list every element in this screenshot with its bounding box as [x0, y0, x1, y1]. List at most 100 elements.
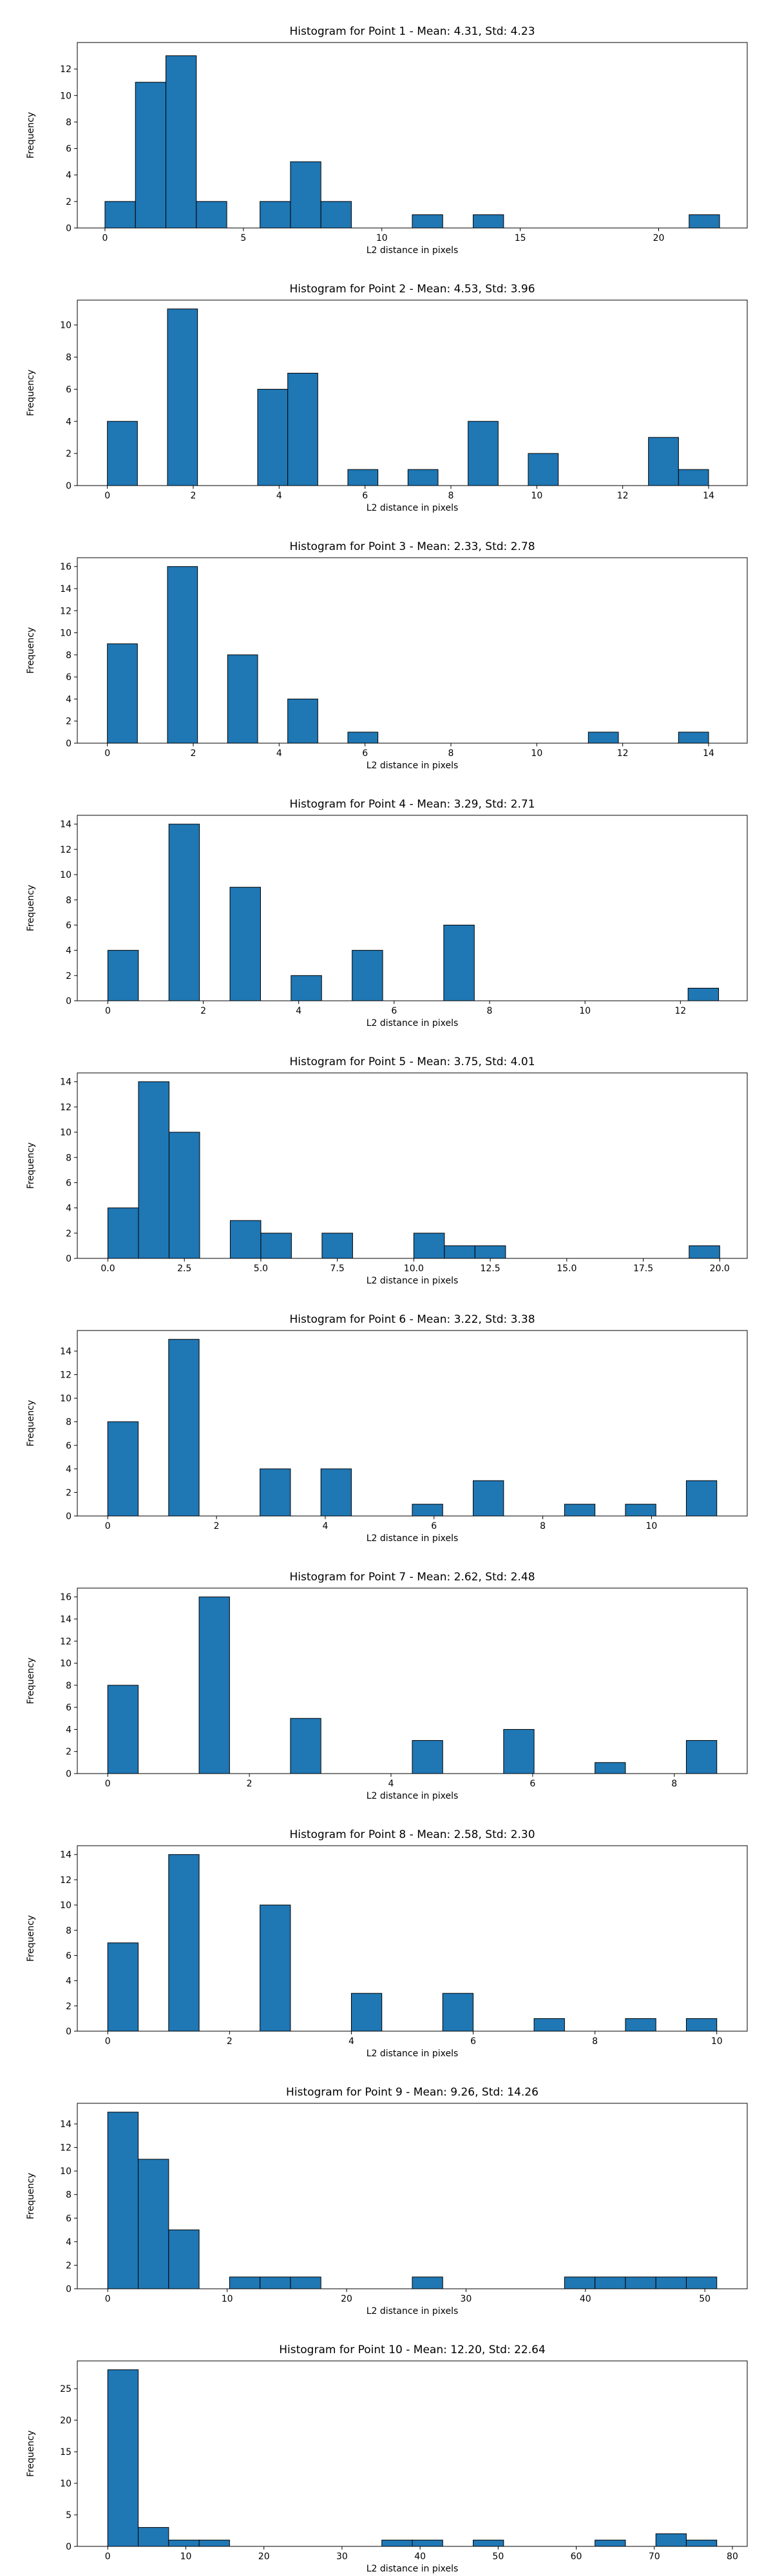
- y-tick-label: 6: [66, 672, 72, 683]
- y-tick-label: 4: [66, 417, 72, 427]
- histogram-bar: [168, 2539, 200, 2547]
- x-axis-label: L2 distance in pixels: [367, 761, 459, 771]
- histogram-bar: [168, 2230, 200, 2289]
- histogram-bar: [168, 1132, 200, 1259]
- histogram-panel-6: Histogram for Point 6 - Mean: 3.22, Std:…: [0, 1288, 773, 1546]
- plot-frame: [77, 1330, 748, 1517]
- histogram-bar: [167, 566, 198, 744]
- x-tick-label: 0.0: [100, 1264, 115, 1274]
- histogram-bar: [412, 214, 443, 229]
- chart-title: Histogram for Point 5 - Mean: 3.75, Std:…: [289, 1056, 535, 1068]
- x-tick-label: 10: [711, 2036, 723, 2047]
- histogram-panel-3: Histogram for Point 3 - Mean: 2.33, Std:…: [0, 515, 773, 773]
- x-tick-label: 0: [105, 2036, 111, 2047]
- x-tick-label: 8: [671, 1779, 677, 1789]
- histogram-bar: [503, 1728, 535, 1774]
- histogram-bar: [107, 643, 138, 744]
- histogram-bar: [655, 2533, 687, 2547]
- x-tick-label: 40: [580, 2294, 591, 2304]
- histogram-bar: [138, 2159, 169, 2289]
- histogram-bar: [290, 2277, 321, 2289]
- histogram-bar: [107, 1421, 139, 1517]
- histogram-bar: [407, 469, 439, 486]
- y-tick-label: 8: [66, 117, 72, 128]
- y-tick-label: 12: [60, 606, 72, 616]
- histogram-bar: [473, 1480, 504, 1517]
- histogram-bar: [260, 2277, 291, 2289]
- histogram-bar: [685, 1480, 718, 1517]
- histogram-bar: [413, 1233, 445, 1259]
- histogram-svg-8: Histogram for Point 8 - Mean: 2.58, Std:…: [26, 1828, 748, 2059]
- y-tick-label: 6: [66, 920, 72, 931]
- histogram-svg-1: Histogram for Point 1 - Mean: 4.31, Std:…: [26, 25, 748, 256]
- y-tick-label: 10: [60, 1394, 72, 1404]
- plot-frame: [77, 815, 748, 1001]
- histogram-bar: [685, 2539, 718, 2547]
- histogram-bar: [595, 2539, 626, 2547]
- histogram-bar: [107, 2112, 139, 2289]
- y-tick-label: 4: [66, 1976, 72, 1987]
- histogram-bar: [320, 201, 352, 229]
- y-tick-label: 0: [66, 2284, 72, 2295]
- x-tick-label: 4: [296, 1006, 301, 1016]
- histogram-bar: [229, 2277, 261, 2289]
- chart-title: Histogram for Point 6 - Mean: 3.22, Std:…: [289, 1313, 535, 1326]
- y-tick-label: 4: [66, 946, 72, 956]
- plot-frame: [77, 2103, 748, 2289]
- histogram-bar: [412, 2539, 443, 2547]
- x-tick-label: 8: [448, 748, 454, 759]
- plot-frame: [77, 1072, 748, 1259]
- histogram-bar: [260, 1468, 291, 1517]
- y-tick-label: 0: [66, 1511, 72, 1522]
- y-tick-label: 8: [66, 895, 72, 905]
- x-axis-label: L2 distance in pixels: [367, 2564, 459, 2574]
- y-tick-label: 12: [60, 1636, 72, 1647]
- y-tick-label: 10: [60, 2479, 72, 2489]
- histogram-bar: [443, 924, 475, 1001]
- y-tick-label: 0: [66, 481, 72, 491]
- y-tick-label: 10: [60, 2166, 72, 2177]
- y-tick-label: 4: [66, 1204, 72, 1214]
- y-axis-label: Frequency: [26, 885, 36, 931]
- histogram-bar: [260, 1904, 291, 2032]
- x-tick-label: 8: [592, 2036, 598, 2047]
- y-tick-label: 14: [60, 1347, 72, 1357]
- histogram-bar: [287, 372, 318, 486]
- histogram-bar: [595, 2277, 626, 2289]
- y-tick-label: 14: [60, 2119, 72, 2130]
- x-tick-label: 6: [362, 491, 368, 501]
- histogram-bar: [564, 2277, 596, 2289]
- x-tick-label: 14: [703, 491, 714, 501]
- x-tick-label: 2: [200, 1006, 206, 1016]
- x-tick-label: 6: [530, 1779, 535, 1789]
- histogram-bar: [625, 1504, 656, 1517]
- x-tick-label: 4: [388, 1779, 394, 1789]
- x-tick-label: 5.0: [254, 1264, 268, 1274]
- histogram-bar: [196, 201, 227, 229]
- histogram-bar: [381, 2539, 413, 2547]
- histogram-bar: [168, 1339, 200, 1517]
- x-tick-label: 17.5: [633, 1264, 653, 1274]
- x-tick-label: 8: [487, 1006, 493, 1016]
- x-tick-label: 10: [646, 1521, 658, 1531]
- histogram-bar: [473, 2539, 504, 2547]
- y-tick-label: 8: [66, 1681, 72, 1691]
- histogram-bar: [321, 1233, 353, 1259]
- x-tick-label: 50: [492, 2552, 504, 2562]
- chart-title: Histogram for Point 8 - Mean: 2.58, Std:…: [289, 1828, 535, 1841]
- y-tick-label: 6: [66, 144, 72, 155]
- y-axis-label: Frequency: [26, 2430, 36, 2477]
- histogram-bar: [468, 421, 499, 486]
- y-tick-label: 6: [66, 1178, 72, 1188]
- chart-title: Histogram for Point 1 - Mean: 4.31, Std:…: [289, 25, 535, 38]
- x-tick-label: 4: [276, 748, 282, 759]
- x-tick-label: 2: [227, 2036, 233, 2047]
- y-tick-label: 8: [66, 1926, 72, 1936]
- histogram-panel-9: Histogram for Point 9 - Mean: 9.26, Std:…: [0, 2061, 773, 2318]
- histogram-bar: [625, 2277, 656, 2289]
- histogram-bar: [290, 1718, 321, 1774]
- x-tick-label: 10: [579, 1006, 591, 1016]
- y-tick-label: 15: [60, 2447, 72, 2458]
- histogram-bar: [625, 2018, 656, 2032]
- x-tick-label: 10: [180, 2552, 192, 2562]
